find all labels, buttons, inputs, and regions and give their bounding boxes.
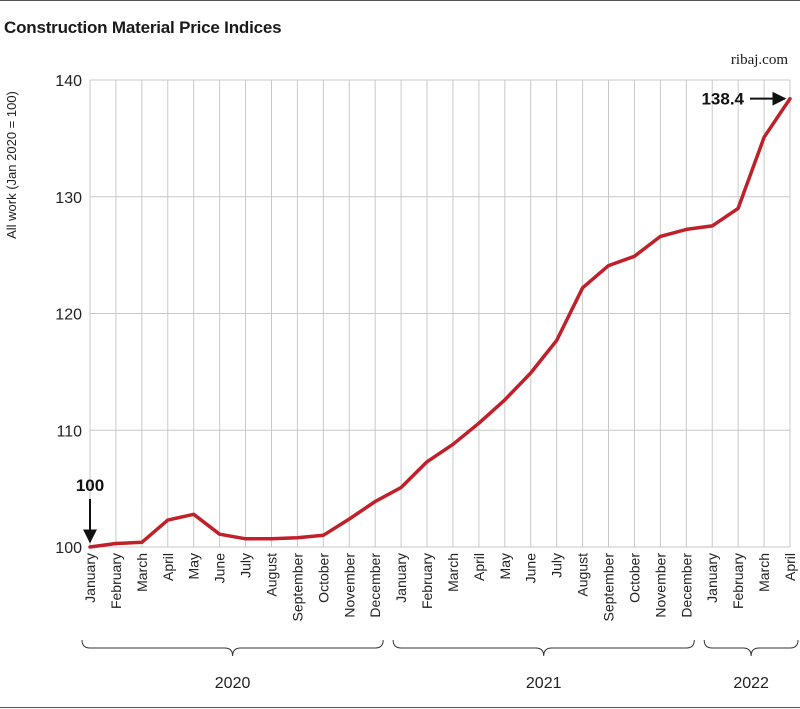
annotation-label: 100 [76,476,104,495]
y-axis-ticks: 100 110 120 130 140 [55,73,82,557]
year-braces: 2020 2021 2022 [81,639,799,692]
year-brace [392,639,695,657]
series-line [88,96,792,549]
x-tick-label: January [704,553,720,603]
x-tick-label: June [212,553,228,584]
x-tick-label: August [263,553,279,597]
annotations: 100 138.4 [76,90,787,544]
x-tick-label: December [678,553,694,618]
x-tick-label: February [108,553,124,609]
x-tick-label: October [626,553,642,603]
x-tick-label: September [289,553,305,622]
x-tick-label: May [186,553,202,579]
x-tick-label: February [419,553,435,609]
year-label: 2020 [215,675,251,692]
x-tick-label: June [523,553,539,584]
x-tick-label: December [367,553,383,618]
x-tick-label: November [341,553,357,618]
x-tick-label: March [756,553,772,592]
series [88,96,792,549]
x-tick-label: August [575,553,591,597]
x-tick-label: October [315,553,331,603]
chart-title: Construction Material Price Indices [4,18,282,37]
x-tick-label: May [497,553,513,579]
y-tick-label: 130 [55,190,82,207]
x-tick-label: March [445,553,461,592]
x-tick-label: January [82,553,98,603]
x-tick-label: January [393,553,409,603]
y-tick-label: 110 [56,423,82,440]
y-axis-label: All work (Jan 2020 = 100) [4,91,19,239]
annotation-label: 138.4 [701,90,744,109]
year-brace [703,639,799,657]
x-tick-label: April [782,553,798,581]
source-credit: ribaj.com [730,52,788,68]
bottom-rule [0,707,800,708]
grid [89,79,791,548]
year-label: 2022 [733,675,769,692]
x-tick-label: September [601,553,617,622]
x-tick-label: April [471,553,487,581]
x-tick-label: March [134,553,150,592]
x-axis-ticks: January February March April May June July Augu… [82,553,798,622]
year-label: 2021 [526,675,562,692]
y-tick-label: 120 [55,307,82,324]
top-rule [0,0,800,1]
x-tick-label: November [652,553,668,618]
year-brace [81,639,384,657]
x-tick-label: July [549,553,565,578]
y-tick-label: 140 [55,73,82,90]
y-tick-label: 100 [55,540,82,557]
x-tick-label: April [160,553,176,581]
x-tick-label: July [238,553,254,578]
x-tick-label: February [730,553,746,609]
